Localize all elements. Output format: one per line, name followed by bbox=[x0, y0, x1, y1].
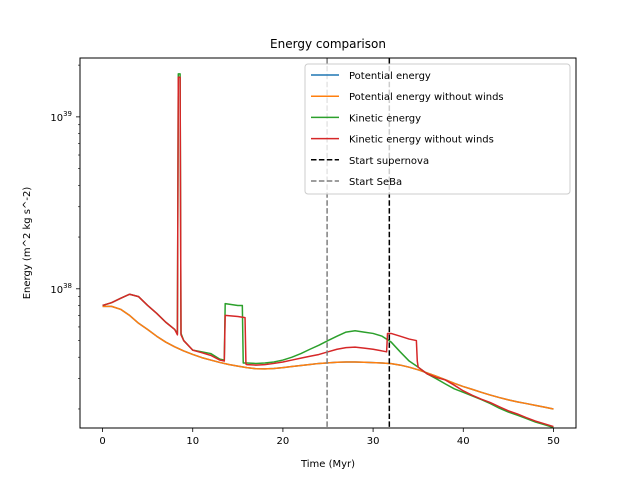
legend-label-kinetic-energy-without-winds: Kinetic energy without winds bbox=[349, 135, 494, 146]
x-tick-label: 20 bbox=[277, 436, 290, 447]
y-axis-label: Energy (m^2 kg s^-2) bbox=[22, 187, 33, 300]
vline-layer bbox=[326, 58, 391, 428]
legend-label-potential-energy: Potential energy bbox=[349, 71, 431, 82]
x-tick-label: 30 bbox=[367, 436, 380, 447]
x-axis-label: Time (Myr) bbox=[300, 459, 355, 470]
legend-label-kinetic-energy: Kinetic energy bbox=[349, 113, 421, 124]
y-tick-label: 1039 bbox=[50, 110, 72, 124]
legend-label-potential-energy-without-winds: Potential energy without winds bbox=[349, 92, 504, 103]
y-axis-ticks: 1038 1039 bbox=[50, 64, 80, 410]
x-tick-label: 50 bbox=[547, 436, 560, 447]
legend-label-start-supernova: Start supernova bbox=[349, 156, 429, 167]
x-tick-label: 10 bbox=[186, 436, 199, 447]
legend: Potential energy Potential energy without… bbox=[304, 63, 571, 195]
x-tick-label: 40 bbox=[457, 436, 470, 447]
y-tick-label: 1038 bbox=[50, 282, 72, 296]
plot-area-frame bbox=[79, 57, 577, 429]
series-line-kinetic-energy-without-winds bbox=[102, 76, 554, 428]
chart-title: Energy comparison bbox=[270, 37, 386, 51]
legend-label-start-seba: Start SeBa bbox=[349, 177, 402, 188]
x-tick-label: 0 bbox=[99, 436, 105, 447]
x-axis-ticks: 0 10 20 30 40 50 bbox=[99, 428, 560, 447]
series-layer bbox=[102, 73, 554, 429]
legend-box bbox=[304, 63, 571, 195]
series-line-potential-energy-without-winds bbox=[102, 305, 554, 410]
